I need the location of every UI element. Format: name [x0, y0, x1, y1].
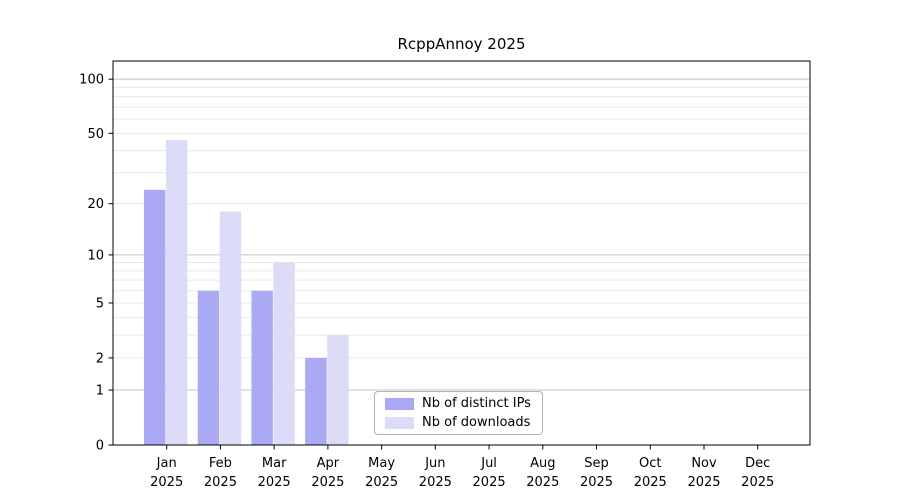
y-tick-label: 100 [79, 73, 104, 88]
x-tick-label-month: Oct [639, 456, 661, 471]
y-tick-label: 20 [87, 197, 104, 212]
plot-frame [112, 60, 811, 446]
x-tick-label-month: Apr [317, 456, 340, 471]
legend-label-downloads: Nb of downloads [422, 415, 531, 430]
x-tick-label-year: 2025 [634, 475, 667, 490]
bar [144, 189, 166, 445]
x-tick-label-month: Mar [262, 456, 287, 471]
legend-box: Nb of distinct IPs Nb of downloads [374, 391, 543, 435]
bar [197, 290, 220, 445]
x-tick-label-month: Sep [584, 456, 609, 471]
legend-item-downloads: Nb of downloads [375, 415, 542, 430]
x-tick-label-year: 2025 [687, 475, 720, 490]
bar [219, 211, 242, 445]
legend-item-distinct-ips: Nb of distinct IPs [375, 396, 542, 411]
x-tick-label-year: 2025 [473, 475, 506, 490]
bars-downloads [166, 139, 349, 445]
y-tick-label: 2 [96, 351, 104, 366]
x-tick-label-year: 2025 [311, 475, 344, 490]
x-tick-label-month: Dec [745, 456, 770, 471]
bar [251, 290, 273, 445]
legend-swatch-distinct-ips [385, 397, 414, 410]
x-tick-label-year: 2025 [258, 475, 291, 490]
x-tick-label-year: 2025 [204, 475, 237, 490]
y-axis-ticks: 0 1 2 5 10 20 50 100 [79, 73, 113, 454]
bar [327, 335, 349, 445]
bar [166, 139, 188, 445]
bar [305, 357, 327, 445]
bars-distinct-ips [144, 189, 327, 445]
x-tick-label-month: Jun [424, 456, 445, 471]
chart-title: RcppAnnoy 2025 [397, 35, 526, 53]
x-tick-label-month: Feb [209, 456, 232, 471]
x-tick-label-month: Nov [691, 456, 717, 471]
x-tick-label-month: Aug [530, 456, 555, 471]
y-tick-label: 1 [96, 384, 104, 399]
x-tick-label-month: Jan [156, 456, 177, 471]
x-axis-ticks: Jan 2025 Feb 2025 Mar 2025 Apr 2025 May 2025 Jun 20… [150, 445, 774, 490]
x-tick-label-year: 2025 [580, 475, 613, 490]
x-tick-label-month: Jul [480, 456, 497, 471]
legend-swatch-downloads [385, 416, 414, 429]
y-tick-label: 50 [87, 127, 104, 142]
x-tick-label-month: May [368, 456, 395, 471]
x-tick-label-year: 2025 [526, 475, 559, 490]
x-tick-label-year: 2025 [741, 475, 774, 490]
x-tick-label-year: 2025 [419, 475, 452, 490]
y-tick-label: 0 [96, 439, 104, 454]
y-tick-label: 5 [96, 296, 104, 311]
legend-label-distinct-ips: Nb of distinct IPs [422, 396, 531, 411]
bar [273, 262, 295, 445]
x-tick-label-year: 2025 [365, 475, 398, 490]
y-tick-label: 10 [87, 248, 104, 263]
x-tick-label-year: 2025 [150, 475, 183, 490]
